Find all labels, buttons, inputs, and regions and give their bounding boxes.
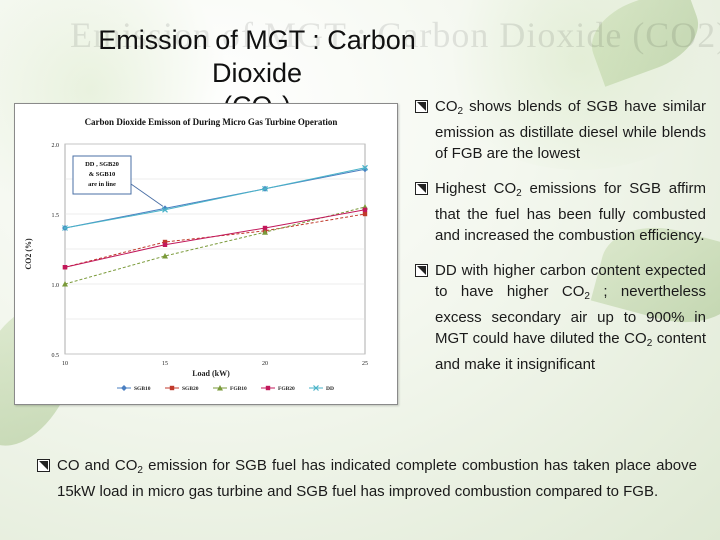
x-tick-label: 25 [362,361,368,367]
data-point [362,166,368,173]
legend-label: DD [326,386,334,392]
annotation-arrow [130,183,164,207]
series-line [64,206,366,285]
data-point [262,229,268,235]
series-line [64,167,366,229]
legend-label: FGB20 [278,386,295,392]
data-point [162,253,168,259]
series-fgb20 [62,207,368,270]
bullet-box-icon [415,264,428,277]
data-point [262,185,268,192]
data-point [62,225,68,231]
data-point [362,211,368,217]
legend-label: SGB20 [182,386,199,392]
series-line [64,168,366,229]
data-point [265,385,271,391]
data-point [217,385,223,391]
series-line [64,213,366,268]
co2-chart: Carbon Dioxide Emisson of During Micro G… [14,103,398,405]
x-axis-label: Load (kW) [192,369,230,378]
title-shadow: Emission of MGT : Carbon Dioxide (CO2) [70,15,720,55]
bullet-box-icon [415,182,428,195]
chart-title: Carbon Dioxide Emisson of During Micro G… [85,117,338,127]
bullet-item-1: CO2 shows blends of SGB have similar emi… [413,96,706,164]
series-dd [62,164,368,231]
bullet-box-icon [37,459,50,472]
data-point [162,239,168,245]
x-tick-label: 20 [262,361,268,367]
data-point [162,206,168,213]
legend-label: FGB10 [230,386,247,392]
legend-label: SGB10 [134,386,151,392]
chart-canvas: Carbon Dioxide Emisson of During Micro G… [24,117,368,392]
x-tick-label: 10 [62,361,68,367]
bullet-list: CO2 shows blends of SGB have similar emi… [413,96,706,389]
annotation-text: DD , SGB20 [85,161,119,168]
y-axis-label: CO2 (%) [24,238,33,270]
y-tick-label: 2.0 [52,143,60,149]
annotation-box [72,155,132,195]
y-tick-label: 1.5 [52,213,60,219]
annotation-text: are in line [88,181,116,188]
data-point [262,225,268,231]
series-line [64,209,366,268]
data-point [121,385,127,391]
y-tick-label: 1.0 [52,283,60,289]
data-point [313,385,319,391]
bottom-note: CO and CO2 emission for SGB fuel has ind… [35,455,697,502]
data-point [62,265,68,270]
x-tick-label: 15 [162,361,168,367]
title-line1: Emission of MGT : Carbon Dioxide [98,25,416,88]
bullet-item-4: CO and CO2 emission for SGB fuel has ind… [35,455,697,502]
annotation-text: & SGB10 [89,171,116,178]
bullet-box-icon [415,100,428,113]
data-point [362,207,368,212]
data-point [362,164,368,171]
bullet-item-3: DD with higher carbon content expected t… [413,260,706,375]
data-point [169,385,175,391]
bullet-item-2: Highest CO2 emissions for SGB affirm tha… [413,178,706,246]
data-point [62,281,68,287]
data-point [162,242,168,247]
y-tick-label: 0.5 [52,353,60,359]
